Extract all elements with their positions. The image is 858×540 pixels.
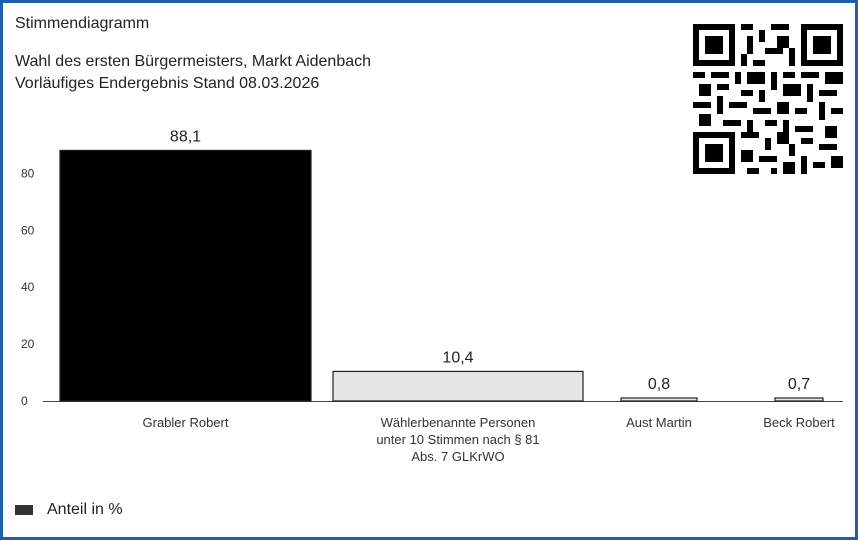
chart-subtitle-status: Vorläufiges Endergebnis Stand 08.03.2026 — [15, 75, 320, 92]
y-tick-label: 40 — [21, 280, 35, 294]
bar — [332, 370, 584, 402]
legend-label: Anteil in % — [47, 501, 123, 518]
y-tick-label: 0 — [21, 394, 28, 408]
bar-value-label: 88,1 — [170, 128, 201, 145]
legend: Anteil in % — [15, 501, 123, 519]
y-tick-label: 80 — [21, 166, 35, 180]
header: Stimmendiagramm Wahl des ersten Bürgerme… — [15, 15, 371, 95]
bar-value-label: 0,7 — [788, 376, 810, 393]
legend-swatch — [15, 505, 33, 515]
y-tick-label: 20 — [21, 337, 35, 351]
chart-subtitle-election: Wahl des ersten Bürgermeisters, Markt Ai… — [15, 53, 372, 70]
bar — [620, 397, 698, 402]
x-category-label: Wählerbenannte Personen — [381, 415, 536, 430]
x-category-label: Grabler Robert — [143, 415, 229, 430]
x-category-label: unter 10 Stimmen nach § 81 — [376, 432, 539, 447]
x-category-label: Aust Martin — [626, 415, 692, 430]
bar-value-label: 0,8 — [648, 376, 670, 393]
bar — [59, 149, 312, 402]
chart-title: Stimmendiagramm — [15, 15, 150, 32]
x-category-label: Beck Robert — [763, 415, 835, 430]
x-category-label: Abs. 7 GLKrWO — [411, 449, 504, 464]
bar-value-label: 10,4 — [442, 349, 473, 366]
qr-code-icon — [693, 24, 843, 174]
bar-chart: 0 20 40 60 80 88,1 Grabler Robert 10,4 Wählerben… — [21, 128, 843, 464]
bar — [774, 397, 824, 402]
y-tick-label: 60 — [21, 223, 35, 237]
